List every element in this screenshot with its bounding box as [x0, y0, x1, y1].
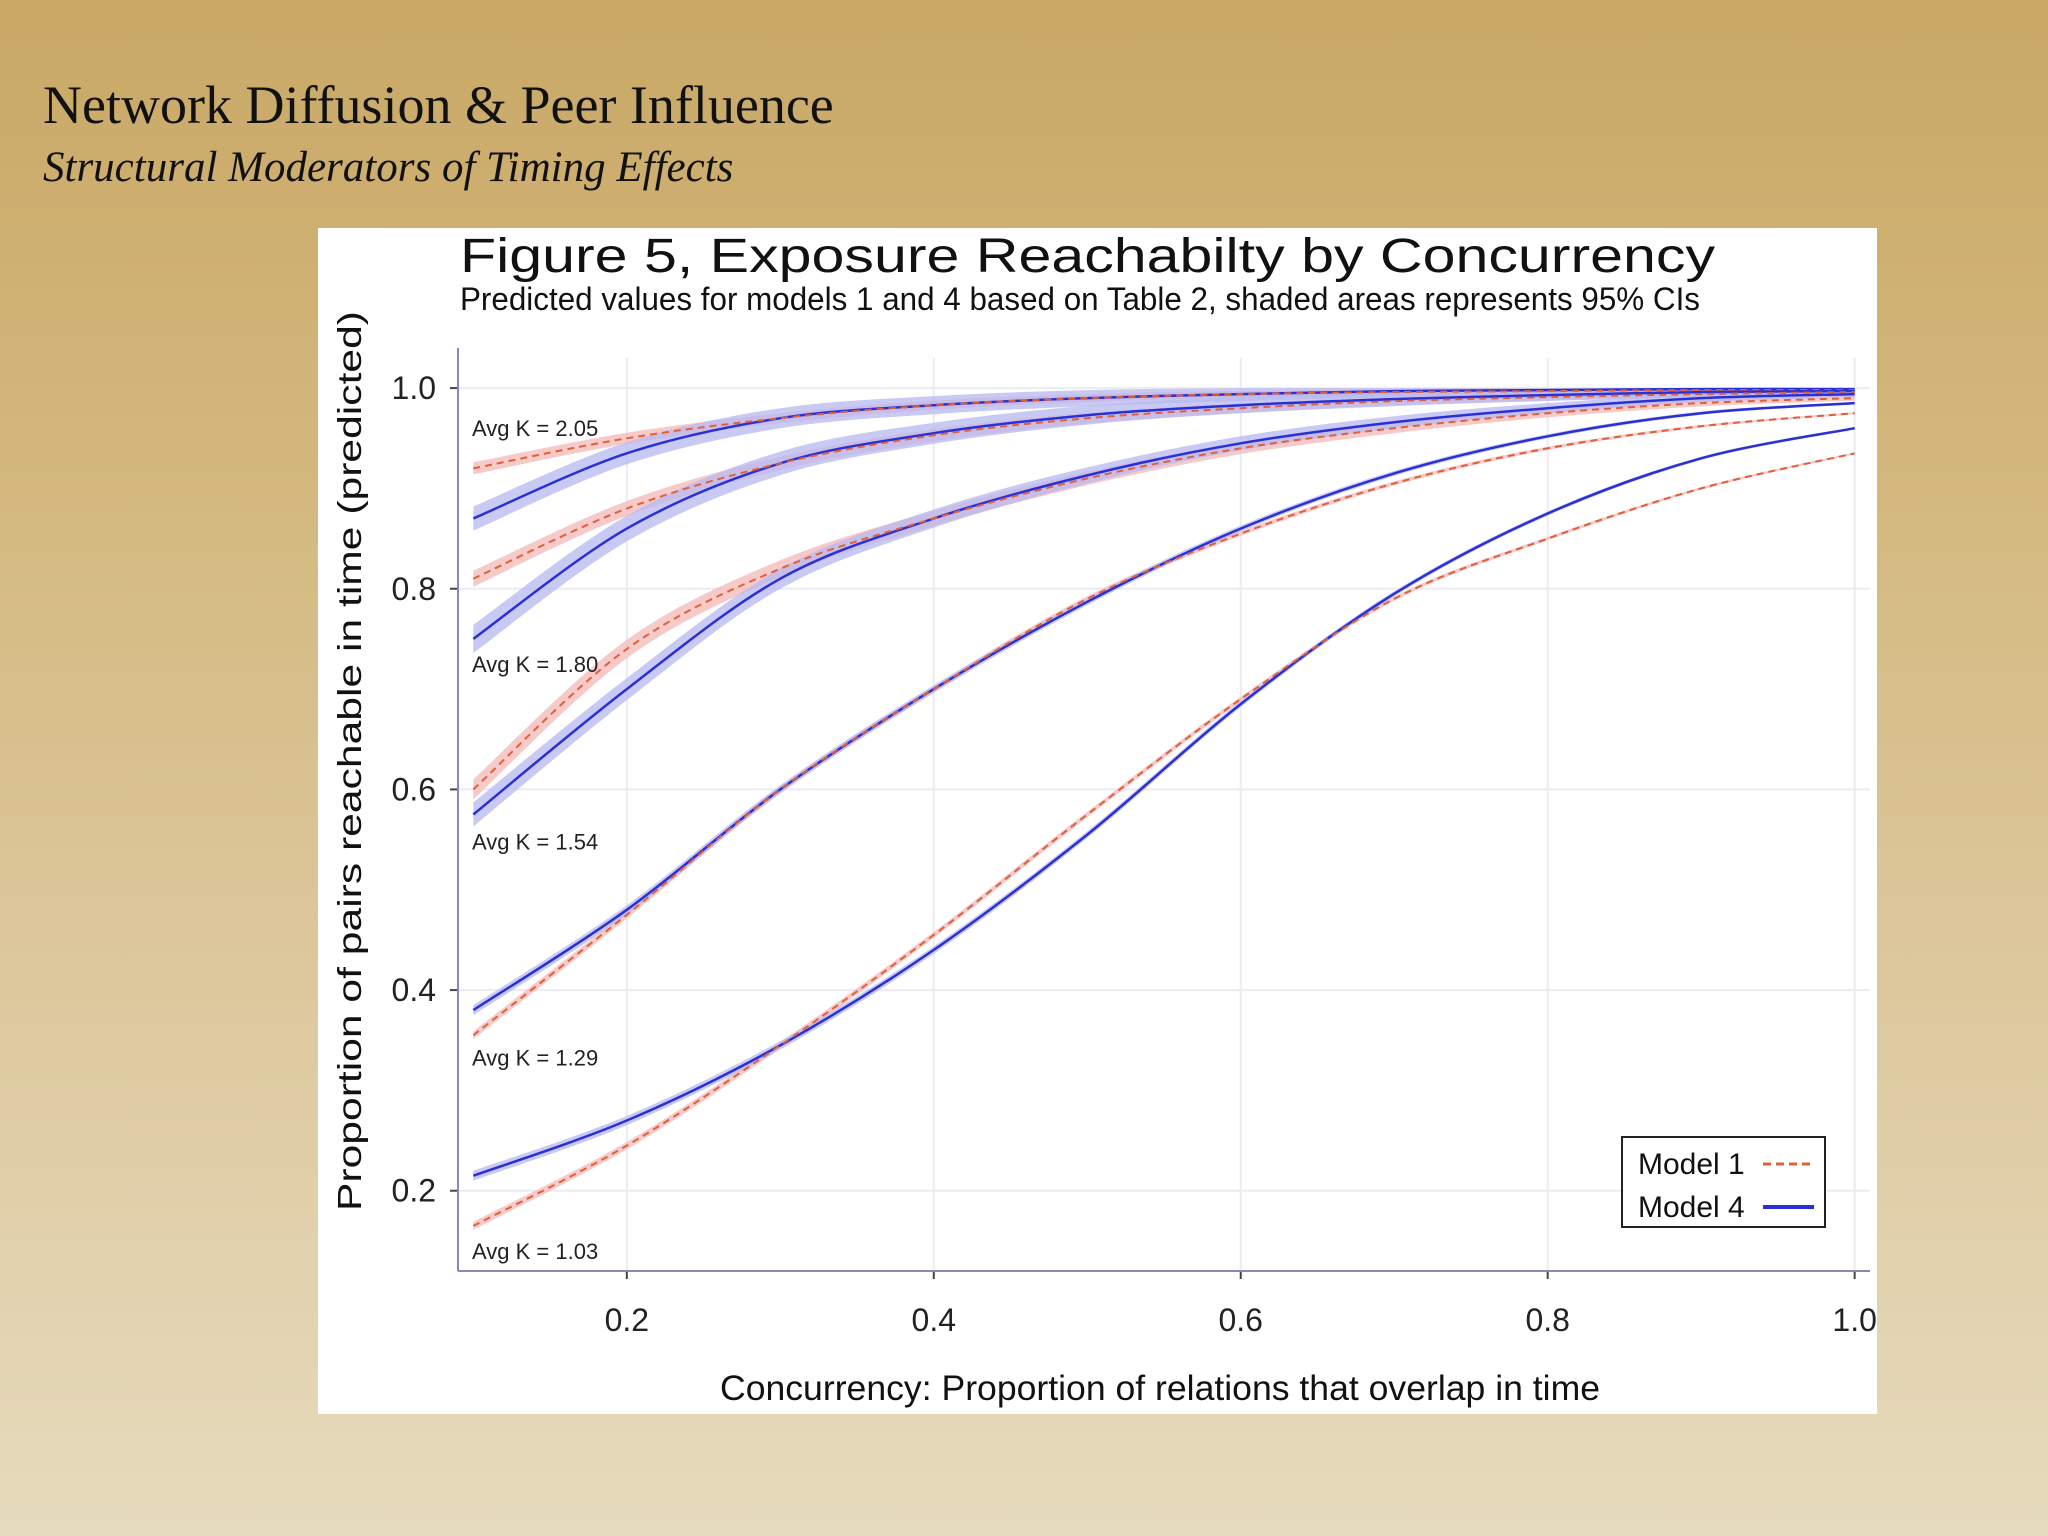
legend-box	[1621, 1136, 1826, 1228]
series-line-model4	[472, 392, 1855, 816]
x-tick-label: 0.2	[605, 1302, 649, 1338]
series-lines	[472, 387, 1855, 1227]
group-label: Avg K = 1.80	[472, 652, 598, 677]
y-tick-label: 0.4	[392, 972, 436, 1008]
x-axis-label: Concurrency: Proportion of relations tha…	[720, 1369, 1600, 1408]
slide-title: Network Diffusion & Peer Influence	[43, 75, 834, 135]
ci-band-model1	[473, 452, 1855, 1230]
x-tick-label: 0.8	[1525, 1302, 1569, 1338]
group-label: Avg K = 1.54	[472, 830, 598, 855]
legend-label-model1: Model 1	[1638, 1148, 1745, 1181]
chart: Figure 5, Exposure Reachabilty by Concur…	[331, 230, 1877, 1408]
y-axis-label: Proportion of pairs reachable in time (p…	[331, 311, 368, 1211]
legend: Model 1 Model 4	[1621, 1136, 1826, 1228]
series-line-model4	[472, 401, 1855, 1012]
figure-panel: Figure 5, Exposure Reachabilty by Concur…	[318, 228, 1877, 1414]
group-labels: Avg K = 2.05 Avg K = 1.80 Avg K = 1.54 Avg …	[472, 416, 598, 1264]
y-tick-label: 1.0	[392, 370, 436, 406]
series-line-model4	[472, 389, 1855, 640]
axes: 0.2 0.4 0.6 0.8 1.0 0.2 0.4 0.6 0.8 1.0	[392, 348, 1877, 1338]
slide-subtitle: Structural Moderators of Timing Effects	[43, 144, 734, 191]
series-line-model1	[472, 397, 1855, 791]
chart-title: Figure 5, Exposure Reachabilty by Concur…	[460, 230, 1715, 283]
legend-label-model4: Model 4	[1638, 1191, 1745, 1224]
ci-bands	[473, 387, 1855, 1230]
chart-subtitle: Predicted values for models 1 and 4 base…	[460, 281, 1700, 317]
group-label: Avg K = 1.03	[472, 1239, 598, 1264]
group-label: Avg K = 2.05	[472, 416, 598, 441]
y-tick-label: 0.6	[392, 771, 436, 807]
series-line-model1	[472, 391, 1855, 580]
series-line-model1	[472, 412, 1855, 1036]
x-tick-label: 1.0	[1832, 1302, 1876, 1338]
series-line-model1	[472, 452, 1855, 1227]
series-line-model1	[473, 389, 1855, 470]
y-tick-label: 0.2	[392, 1173, 436, 1209]
ci-band-model4	[473, 427, 1855, 1181]
group-label: Avg K = 1.29	[472, 1045, 598, 1070]
x-tick-label: 0.6	[1218, 1302, 1262, 1338]
x-tick-label: 0.4	[912, 1302, 956, 1338]
y-tick-label: 0.8	[392, 571, 436, 607]
series-line-model4	[472, 426, 1855, 1177]
